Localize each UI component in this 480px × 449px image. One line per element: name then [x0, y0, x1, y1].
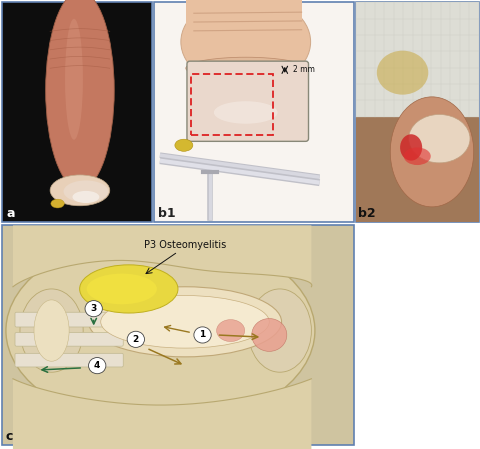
Ellipse shape — [216, 320, 244, 342]
Ellipse shape — [88, 287, 281, 357]
FancyBboxPatch shape — [355, 2, 478, 117]
Text: 2 mm: 2 mm — [292, 66, 314, 75]
Ellipse shape — [65, 19, 83, 140]
FancyBboxPatch shape — [2, 2, 151, 222]
Ellipse shape — [6, 234, 314, 427]
Text: 4: 4 — [94, 361, 100, 370]
Circle shape — [127, 331, 144, 348]
Ellipse shape — [51, 199, 64, 208]
Text: b2: b2 — [358, 207, 375, 220]
Text: b1: b1 — [157, 207, 175, 220]
Ellipse shape — [50, 175, 109, 206]
Ellipse shape — [100, 295, 269, 348]
FancyBboxPatch shape — [355, 2, 478, 222]
Circle shape — [88, 357, 106, 374]
Ellipse shape — [72, 191, 99, 203]
Ellipse shape — [86, 273, 156, 304]
Ellipse shape — [399, 134, 421, 161]
Ellipse shape — [80, 265, 178, 313]
Ellipse shape — [20, 289, 83, 372]
FancyBboxPatch shape — [355, 117, 478, 222]
FancyBboxPatch shape — [15, 312, 123, 327]
Ellipse shape — [175, 139, 192, 151]
FancyBboxPatch shape — [154, 2, 353, 222]
Ellipse shape — [403, 147, 430, 165]
FancyBboxPatch shape — [2, 225, 353, 445]
Text: 2: 2 — [132, 335, 139, 344]
FancyBboxPatch shape — [15, 333, 123, 346]
Ellipse shape — [408, 114, 469, 163]
Ellipse shape — [46, 0, 114, 189]
Text: 1: 1 — [199, 330, 205, 339]
Ellipse shape — [214, 101, 277, 123]
Ellipse shape — [251, 318, 286, 352]
Ellipse shape — [180, 0, 310, 88]
Ellipse shape — [34, 300, 69, 361]
Ellipse shape — [248, 289, 311, 372]
FancyBboxPatch shape — [185, 0, 301, 42]
FancyBboxPatch shape — [355, 225, 478, 445]
Text: c: c — [5, 430, 12, 443]
Bar — [191, 74, 273, 135]
Text: 3: 3 — [90, 304, 96, 313]
Circle shape — [85, 300, 102, 317]
Ellipse shape — [185, 57, 305, 79]
FancyBboxPatch shape — [187, 61, 308, 141]
Ellipse shape — [63, 180, 108, 202]
FancyBboxPatch shape — [15, 353, 123, 367]
Circle shape — [193, 327, 211, 343]
Ellipse shape — [376, 51, 427, 95]
Text: a: a — [6, 207, 15, 220]
Text: P3 Osteomyelitis: P3 Osteomyelitis — [144, 240, 226, 250]
Ellipse shape — [389, 97, 473, 207]
